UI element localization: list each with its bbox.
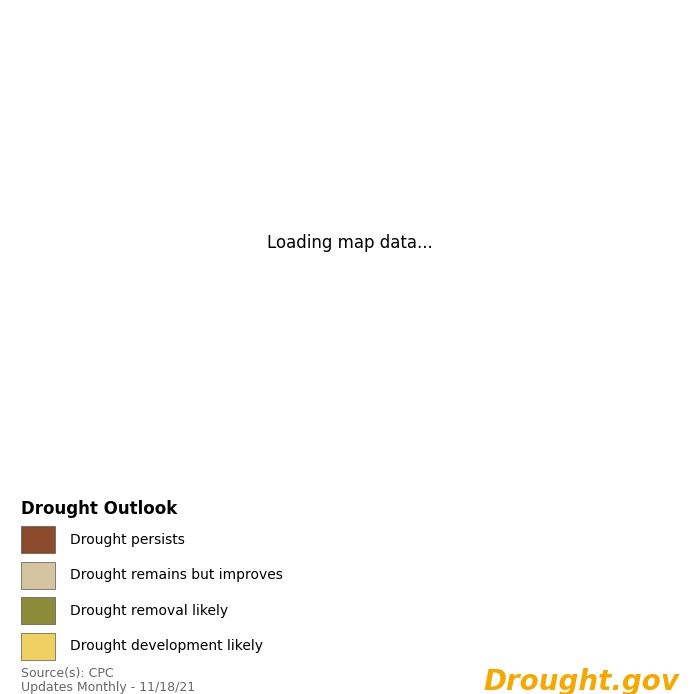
Text: Drought persists: Drought persists — [70, 533, 185, 547]
Bar — [21, 597, 55, 625]
Bar — [21, 526, 55, 554]
Text: Drought development likely: Drought development likely — [70, 639, 263, 653]
Text: Loading map data...: Loading map data... — [267, 234, 433, 252]
Text: Drought.gov: Drought.gov — [483, 668, 679, 694]
Bar — [21, 562, 55, 589]
Text: Drought Outlook: Drought Outlook — [21, 500, 177, 518]
Text: Source(s): CPC: Source(s): CPC — [21, 667, 113, 679]
Text: Drought removal likely: Drought removal likely — [70, 604, 228, 618]
Text: Updates Monthly - 11/18/21: Updates Monthly - 11/18/21 — [21, 682, 195, 694]
Bar — [21, 633, 55, 659]
Text: Drought remains but improves: Drought remains but improves — [70, 568, 283, 582]
